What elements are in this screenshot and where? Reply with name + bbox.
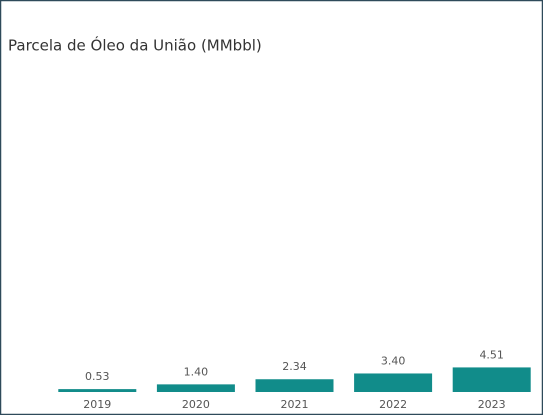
value-label: 0.53 [85,370,110,383]
x-tick-label: 2023 [478,398,506,411]
value-label: 4.51 [479,348,504,361]
bar [354,373,433,392]
x-tick-label: 2022 [379,398,407,411]
value-label: 1.40 [184,365,209,378]
value-label: 3.40 [381,354,406,367]
bar [255,379,334,392]
x-tick-label: 2020 [182,398,210,411]
bar [58,389,137,392]
value-label: 2.34 [282,360,307,373]
bar [452,367,531,392]
chart-title: Parcela de Óleo da União (MMbbl) [8,36,262,55]
x-tick-label: 2021 [281,398,309,411]
bar [156,384,235,392]
x-tick-label: 2019 [83,398,111,411]
